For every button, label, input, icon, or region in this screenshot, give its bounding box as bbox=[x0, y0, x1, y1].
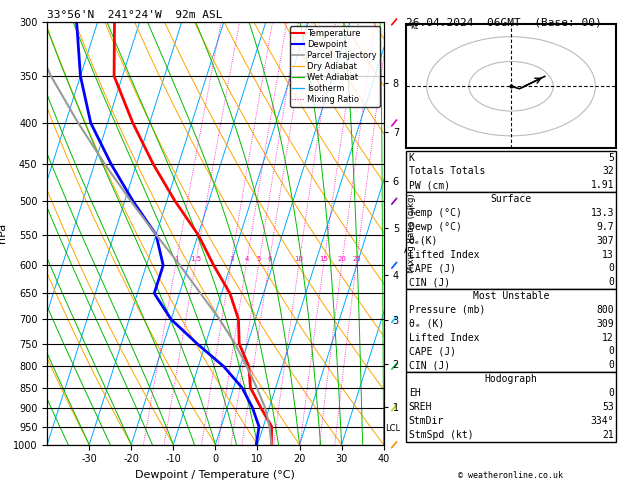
Text: Hodograph: Hodograph bbox=[484, 374, 538, 384]
Text: Lifted Index: Lifted Index bbox=[409, 249, 479, 260]
Text: 0: 0 bbox=[608, 388, 614, 398]
Text: θₑ (K): θₑ (K) bbox=[409, 319, 444, 329]
Text: θₑ(K): θₑ(K) bbox=[409, 236, 438, 246]
Text: Totals Totals: Totals Totals bbox=[409, 166, 485, 176]
Text: 1.5: 1.5 bbox=[190, 256, 201, 262]
Legend: Temperature, Dewpoint, Parcel Trajectory, Dry Adiabat, Wet Adiabat, Isotherm, Mi: Temperature, Dewpoint, Parcel Trajectory… bbox=[290, 26, 379, 106]
Text: 4: 4 bbox=[245, 256, 249, 262]
Text: StmDir: StmDir bbox=[409, 416, 444, 426]
Text: 10: 10 bbox=[294, 256, 304, 262]
Text: CIN (J): CIN (J) bbox=[409, 277, 450, 287]
Text: 0: 0 bbox=[608, 360, 614, 370]
Text: 33°56'N  241°24'W  92m ASL: 33°56'N 241°24'W 92m ASL bbox=[47, 10, 223, 20]
Text: 53: 53 bbox=[602, 402, 614, 412]
Text: 800: 800 bbox=[596, 305, 614, 315]
Text: 0: 0 bbox=[608, 347, 614, 357]
Y-axis label: km
ASL: km ASL bbox=[404, 233, 422, 255]
Y-axis label: hPa: hPa bbox=[0, 223, 8, 243]
Text: EH: EH bbox=[409, 388, 421, 398]
Text: 25: 25 bbox=[352, 256, 361, 262]
Text: 307: 307 bbox=[596, 236, 614, 246]
Text: 12: 12 bbox=[602, 332, 614, 343]
Text: Surface: Surface bbox=[491, 194, 532, 204]
Text: 0: 0 bbox=[608, 277, 614, 287]
Text: 0: 0 bbox=[608, 263, 614, 274]
Text: PW (cm): PW (cm) bbox=[409, 180, 450, 191]
Text: CAPE (J): CAPE (J) bbox=[409, 347, 456, 357]
Text: 309: 309 bbox=[596, 319, 614, 329]
Text: Temp (°C): Temp (°C) bbox=[409, 208, 462, 218]
Text: 15: 15 bbox=[320, 256, 328, 262]
Text: SREH: SREH bbox=[409, 402, 432, 412]
Text: StmSpd (kt): StmSpd (kt) bbox=[409, 430, 474, 440]
Text: K: K bbox=[409, 153, 415, 163]
Text: 32: 32 bbox=[602, 166, 614, 176]
Text: CAPE (J): CAPE (J) bbox=[409, 263, 456, 274]
Text: Pressure (mb): Pressure (mb) bbox=[409, 305, 485, 315]
Text: 1.91: 1.91 bbox=[591, 180, 614, 191]
Text: LCL: LCL bbox=[385, 424, 400, 433]
Text: 3: 3 bbox=[229, 256, 233, 262]
Text: 5: 5 bbox=[257, 256, 261, 262]
Text: Dewp (°C): Dewp (°C) bbox=[409, 222, 462, 232]
Text: Most Unstable: Most Unstable bbox=[473, 291, 549, 301]
X-axis label: Dewpoint / Temperature (°C): Dewpoint / Temperature (°C) bbox=[135, 470, 296, 480]
Text: 20: 20 bbox=[338, 256, 347, 262]
Text: 26.04.2024  06GMT  (Base: 00): 26.04.2024 06GMT (Base: 00) bbox=[406, 17, 601, 27]
Text: Mixing Ratio (g/kg): Mixing Ratio (g/kg) bbox=[408, 193, 416, 273]
Text: 1: 1 bbox=[174, 256, 179, 262]
Text: 13.3: 13.3 bbox=[591, 208, 614, 218]
Text: 6: 6 bbox=[267, 256, 272, 262]
Text: 13: 13 bbox=[602, 249, 614, 260]
Text: © weatheronline.co.uk: © weatheronline.co.uk bbox=[459, 471, 563, 480]
Text: 21: 21 bbox=[602, 430, 614, 440]
Text: 5: 5 bbox=[608, 153, 614, 163]
Text: kt: kt bbox=[410, 22, 418, 31]
Text: 334°: 334° bbox=[591, 416, 614, 426]
Text: Lifted Index: Lifted Index bbox=[409, 332, 479, 343]
Text: 9.7: 9.7 bbox=[596, 222, 614, 232]
Text: CIN (J): CIN (J) bbox=[409, 360, 450, 370]
